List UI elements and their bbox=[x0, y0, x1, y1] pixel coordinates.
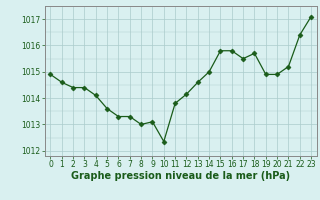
X-axis label: Graphe pression niveau de la mer (hPa): Graphe pression niveau de la mer (hPa) bbox=[71, 171, 290, 181]
